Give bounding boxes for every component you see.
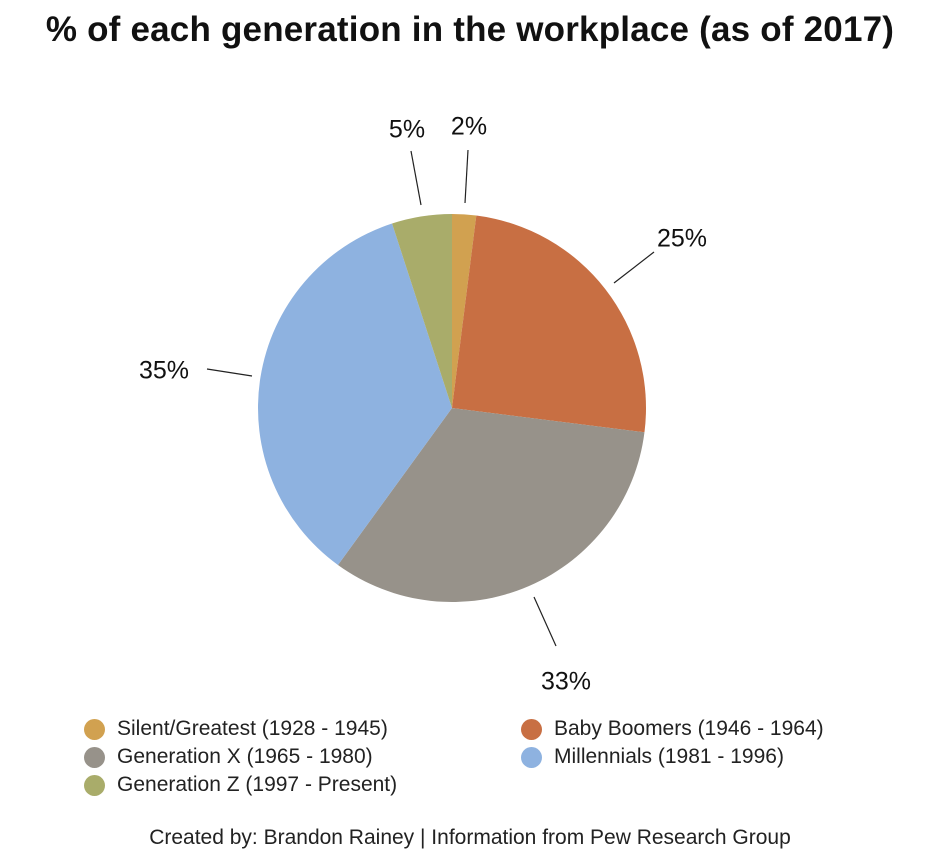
data-label-silent: 2% bbox=[451, 113, 487, 141]
legend-swatch-silent bbox=[84, 719, 105, 740]
legend-swatch-baby-boomers bbox=[521, 719, 542, 740]
legend-swatch-millennials bbox=[521, 747, 542, 768]
legend-label-millennials: Millennials (1981 - 1996) bbox=[554, 745, 784, 769]
legend-swatch-generation-x bbox=[84, 747, 105, 768]
legend-item-generation-x: Generation X (1965 - 1980) bbox=[84, 745, 373, 769]
legend-label-generation-z: Generation Z (1997 - Present) bbox=[117, 773, 397, 797]
legend-item-silent: Silent/Greatest (1928 - 1945) bbox=[84, 717, 388, 741]
data-label-generation-x: 33% bbox=[541, 668, 591, 696]
credit-footer: Created by: Brandon Rainey | Information… bbox=[0, 826, 940, 850]
leader-line-millennials bbox=[207, 369, 252, 376]
leader-line-silent bbox=[465, 150, 468, 203]
leader-line-baby-boomers bbox=[614, 252, 654, 283]
pie-chart: 2% 25% 33% 35% 5% bbox=[0, 0, 940, 700]
legend-label-generation-x: Generation X (1965 - 1980) bbox=[117, 745, 373, 769]
legend-label-silent: Silent/Greatest (1928 - 1945) bbox=[117, 717, 388, 741]
leader-line-generation-z bbox=[411, 151, 421, 205]
pie-slice-baby-boomers bbox=[452, 216, 646, 433]
leader-line-generation-x bbox=[534, 597, 556, 646]
legend-item-baby-boomers: Baby Boomers (1946 - 1964) bbox=[521, 717, 824, 741]
data-label-generation-z: 5% bbox=[389, 116, 425, 144]
data-label-millennials: 35% bbox=[139, 357, 189, 385]
legend-item-millennials: Millennials (1981 - 1996) bbox=[521, 745, 784, 769]
data-label-baby-boomers: 25% bbox=[657, 225, 707, 253]
legend-label-baby-boomers: Baby Boomers (1946 - 1964) bbox=[554, 717, 824, 741]
legend-item-generation-z: Generation Z (1997 - Present) bbox=[84, 773, 397, 797]
legend-swatch-generation-z bbox=[84, 775, 105, 796]
